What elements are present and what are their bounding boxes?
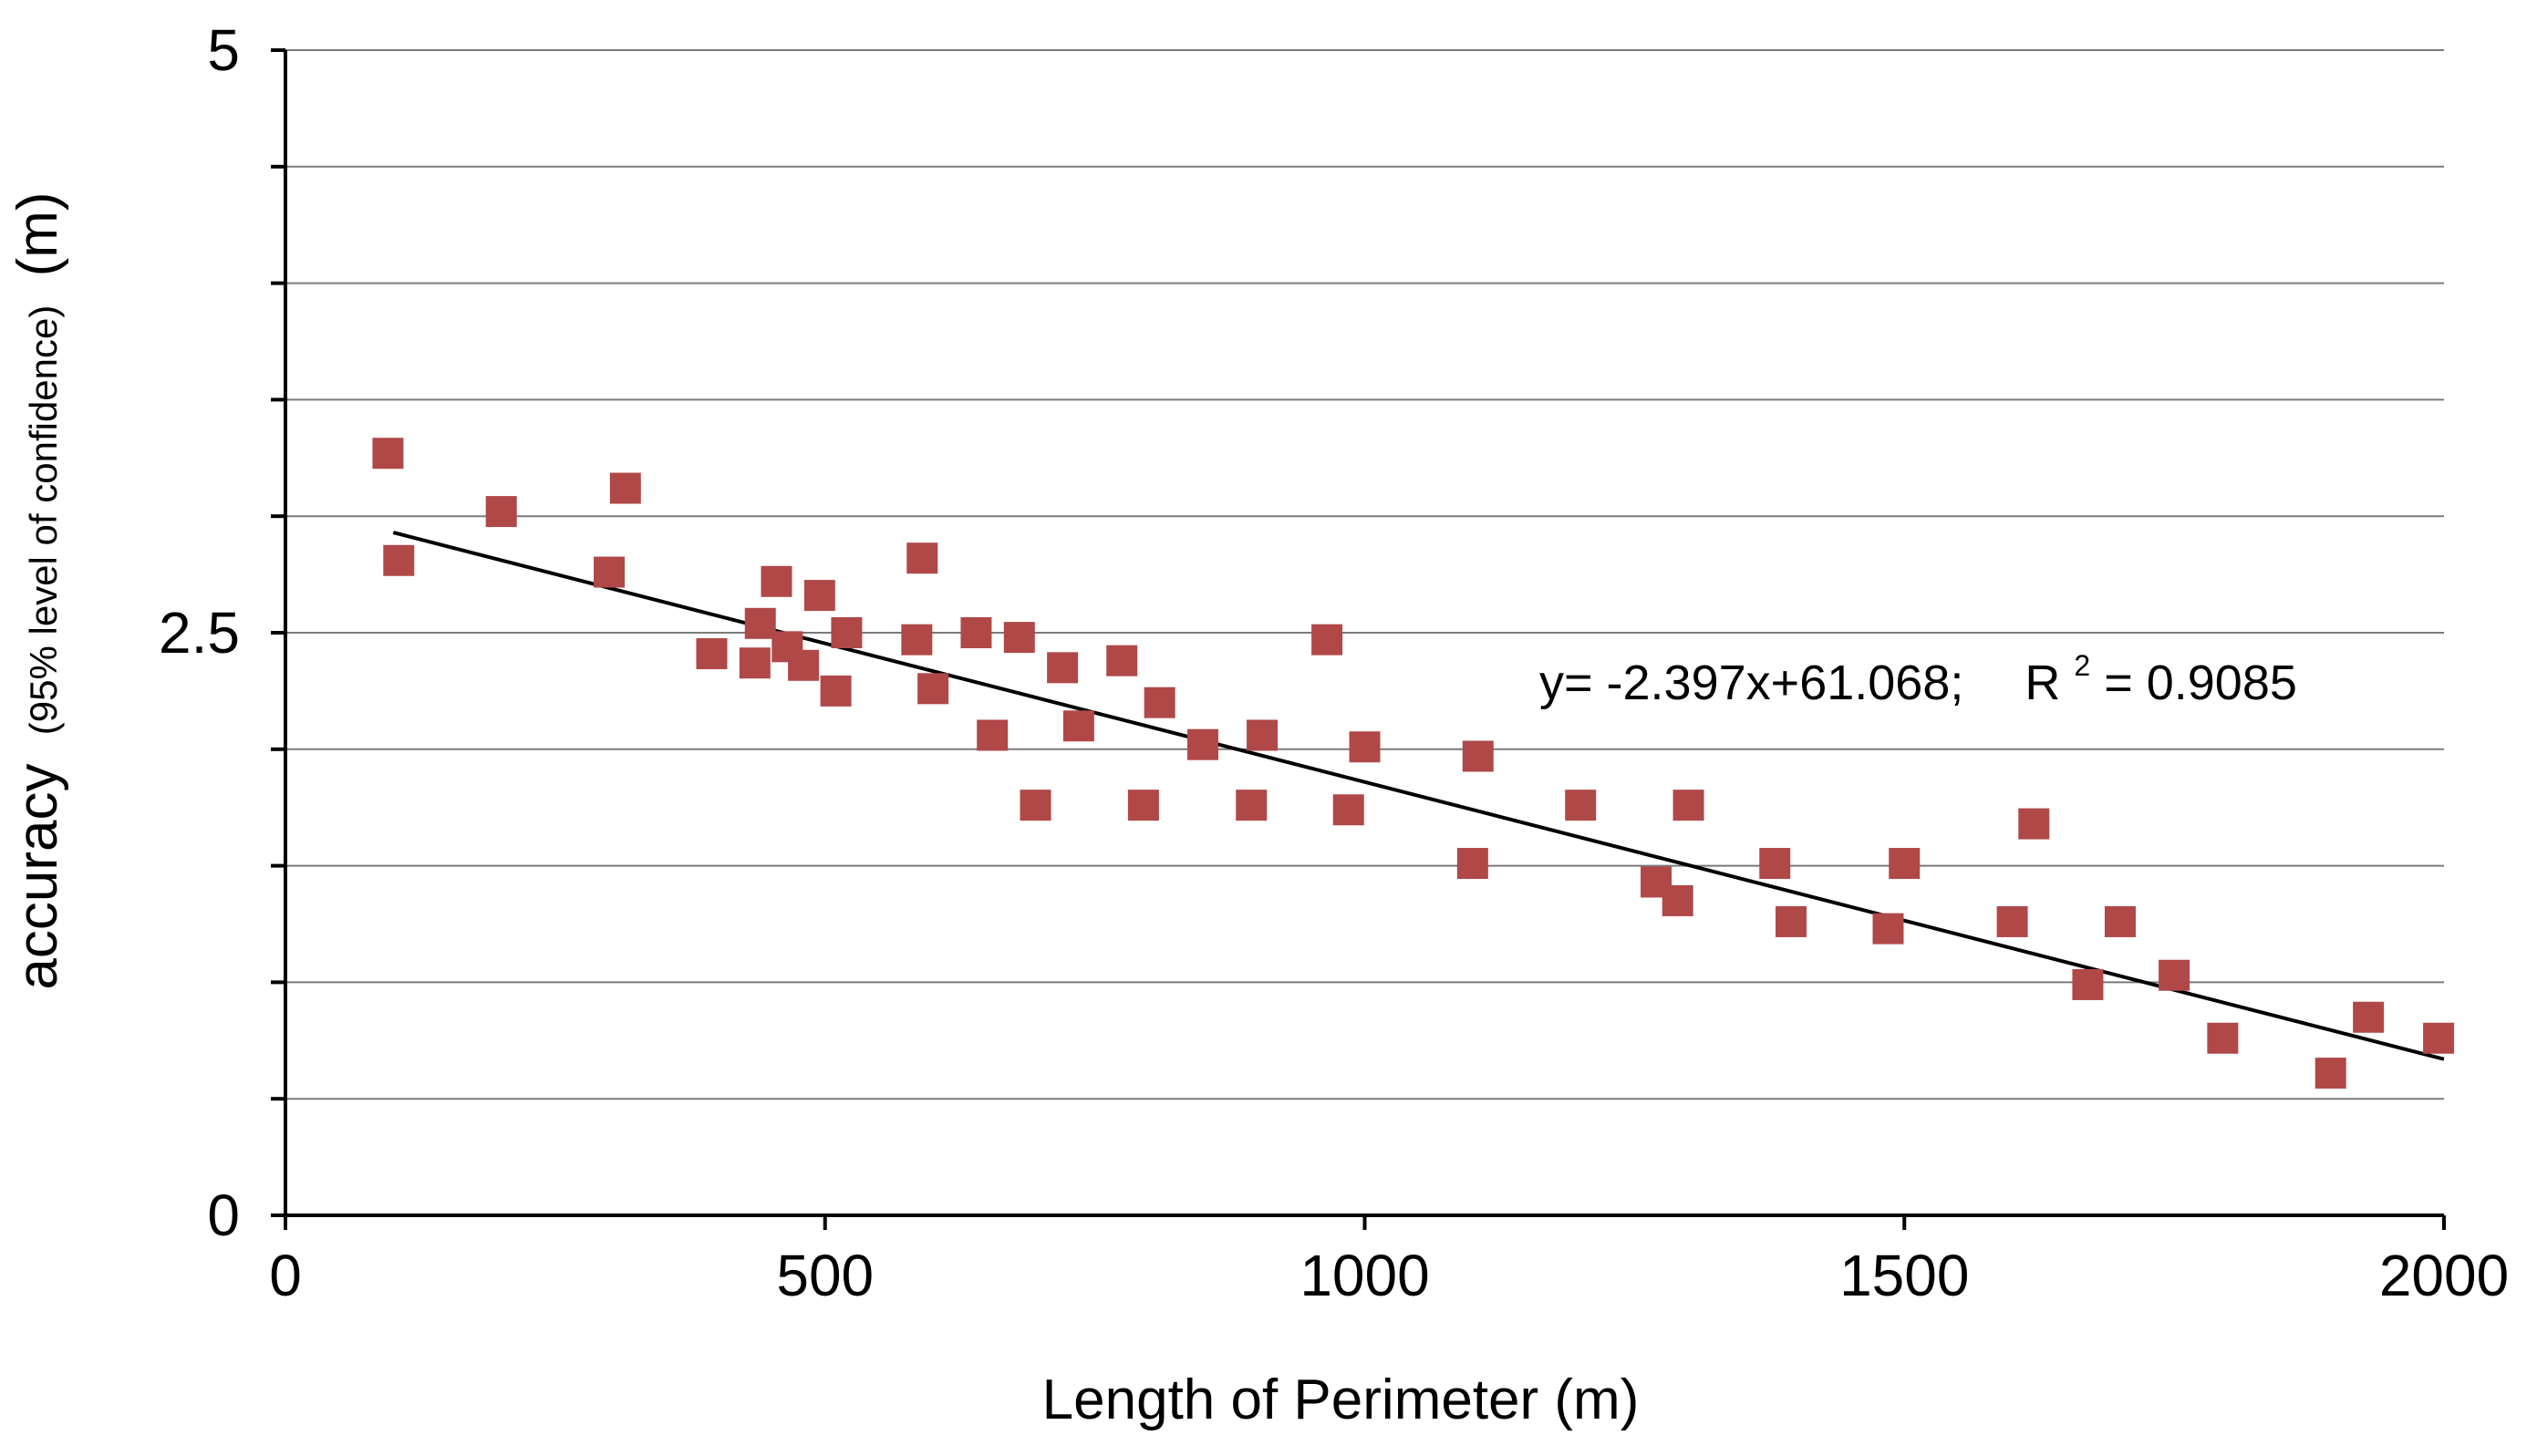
- data-point: [2018, 808, 2050, 840]
- data-point: [1349, 731, 1381, 763]
- data-point: [383, 544, 415, 576]
- r-squared-superscript: 2: [2074, 649, 2090, 682]
- data-point: [744, 607, 776, 639]
- y-tick-label: 0: [207, 1182, 240, 1248]
- x-tick-label: 500: [776, 1243, 874, 1308]
- data-point: [803, 580, 835, 612]
- y-axis-title-detail: (95% level of confidence): [22, 305, 65, 736]
- data-point: [372, 438, 404, 470]
- gridlines: [285, 49, 2444, 1100]
- y-axis-title: accuracy (95% level of confidence) (m): [6, 191, 69, 989]
- data-point: [2423, 1022, 2455, 1054]
- data-point: [1047, 652, 1079, 684]
- data-point: [901, 624, 933, 656]
- data-point: [1311, 624, 1343, 656]
- data-point: [2072, 968, 2104, 1000]
- data-point: [1662, 884, 1693, 916]
- data-point: [1996, 905, 2028, 937]
- data-point: [1003, 622, 1035, 654]
- axes: [271, 48, 2446, 1230]
- tick-labels: 0 2.5 5 0 500 1000 1500 2000: [159, 17, 2509, 1308]
- data-point: [1236, 790, 1268, 821]
- data-point: [1020, 790, 1051, 821]
- data-point: [2207, 1022, 2239, 1054]
- data-point: [831, 617, 863, 648]
- data-points: [372, 438, 2455, 1089]
- data-point: [2353, 1001, 2385, 1033]
- data-point: [1775, 905, 1807, 937]
- trendline: [392, 531, 2445, 1061]
- data-point: [788, 649, 820, 681]
- data-point: [1889, 848, 1921, 880]
- data-point: [917, 673, 949, 705]
- data-point: [696, 638, 728, 670]
- data-point: [2314, 1058, 2346, 1089]
- data-point: [1462, 740, 1494, 772]
- x-tick-label: 2000: [2379, 1243, 2509, 1308]
- data-point: [1186, 728, 1218, 760]
- data-point: [2159, 959, 2190, 991]
- x-tick-label: 1000: [1300, 1243, 1429, 1308]
- y-axis-title-unit: (m): [6, 191, 69, 276]
- trendline-group: [392, 531, 2445, 1061]
- r-squared-label: R: [2024, 656, 2060, 710]
- x-tick-label: 0: [269, 1243, 302, 1308]
- x-axis-title: Length of Perimeter (m): [1042, 1368, 1640, 1431]
- data-point: [1144, 687, 1175, 718]
- x-tick-label: 1500: [1839, 1243, 1969, 1308]
- r-squared-value: = 0.9085: [2104, 656, 2297, 710]
- data-point: [1127, 790, 1159, 821]
- y-axis-title-main: accuracy: [6, 763, 69, 989]
- data-point: [1672, 790, 1704, 821]
- regression-equation: y= -2.397x+61.068;: [1539, 656, 1963, 710]
- data-point: [739, 647, 771, 679]
- y-tick-label: 2.5: [159, 600, 240, 666]
- data-point: [960, 617, 992, 648]
- data-point: [594, 556, 626, 588]
- data-point: [1247, 719, 1279, 751]
- data-point: [1332, 794, 1364, 826]
- data-point: [2104, 905, 2136, 937]
- data-point: [1759, 848, 1791, 880]
- regression-annotation: y= -2.397x+61.068; R 2 = 0.9085: [1539, 632, 2297, 710]
- data-point: [977, 719, 1009, 751]
- data-point: [1456, 848, 1488, 880]
- data-point: [1062, 710, 1094, 742]
- data-point: [1872, 913, 1904, 945]
- data-point: [1565, 790, 1597, 821]
- data-point: [485, 496, 517, 528]
- data-point: [761, 565, 792, 597]
- y-tick-label: 5: [207, 17, 240, 83]
- data-point: [609, 472, 641, 504]
- data-point: [906, 542, 938, 574]
- data-point: [1106, 645, 1138, 676]
- data-point: [820, 675, 852, 707]
